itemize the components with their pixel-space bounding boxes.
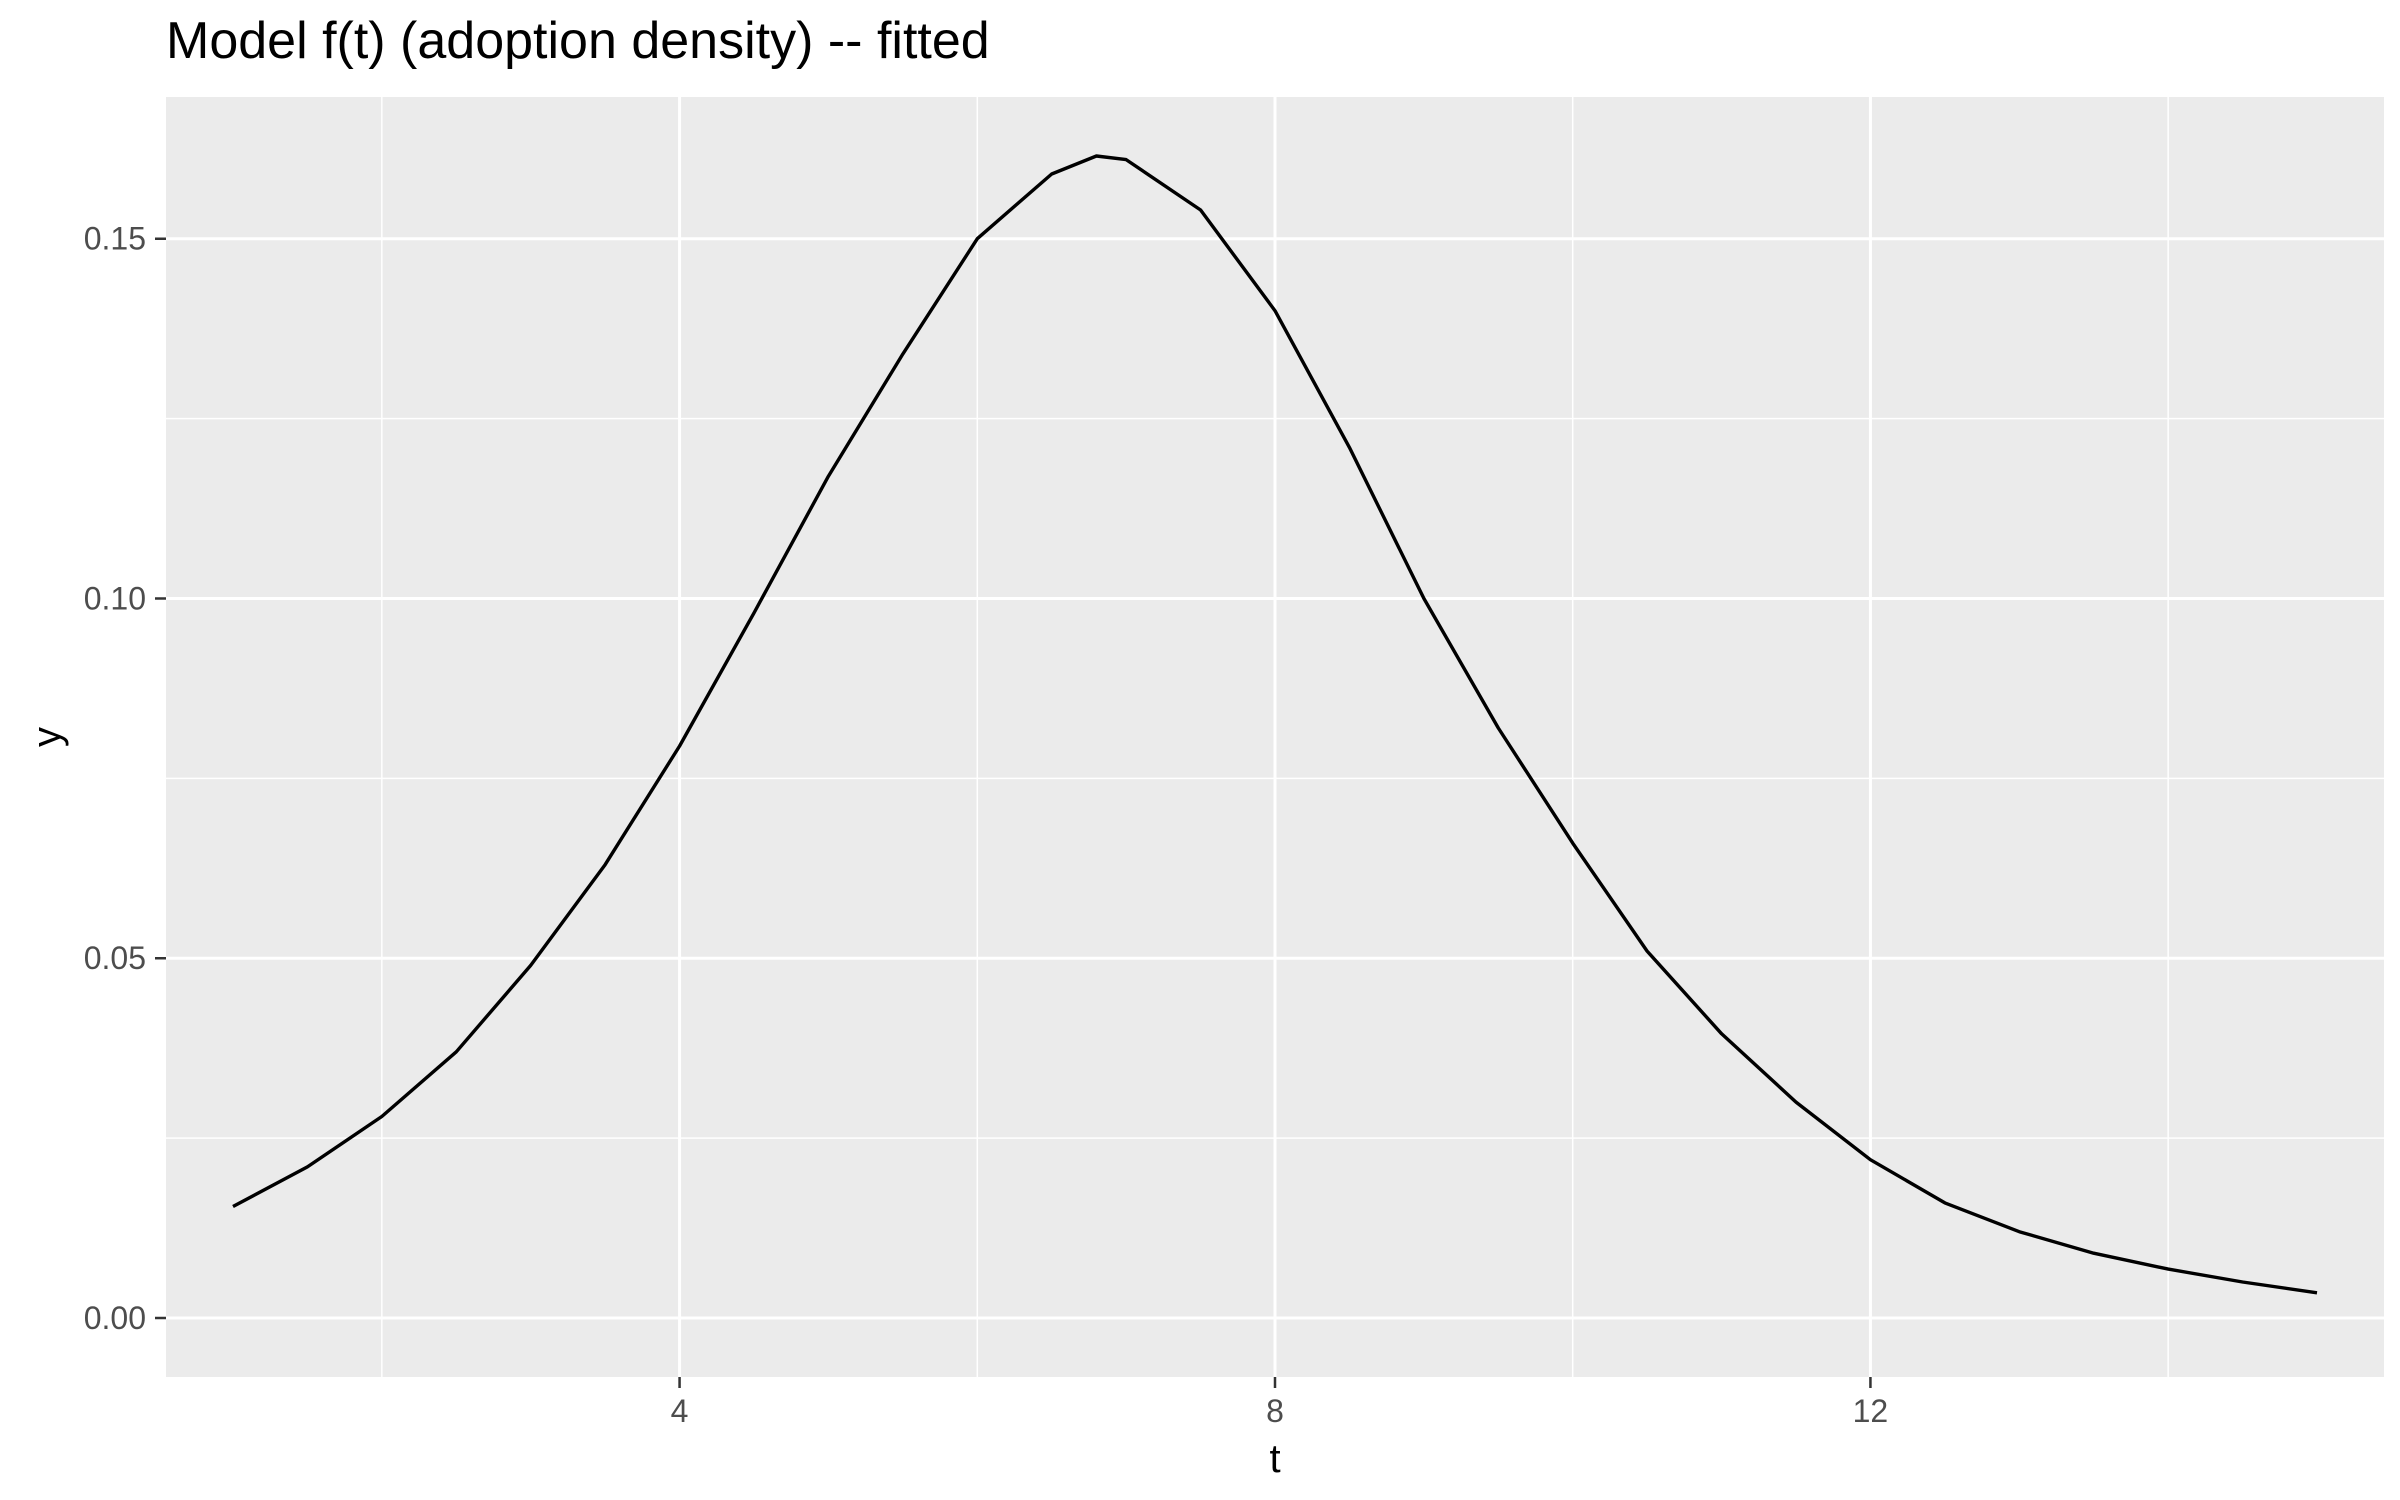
x-tick-label: 8: [1266, 1393, 1284, 1429]
y-axis-title: y: [25, 727, 69, 747]
y-tick-labels: 0.00 0.05 0.10 0.15: [84, 221, 146, 1336]
y-tick-label: 0.10: [84, 580, 146, 616]
x-axis-title: t: [1269, 1437, 1280, 1481]
y-tick-label: 0.15: [84, 221, 146, 257]
series-layer: [232, 154, 2318, 1295]
axis-ticks: [155, 237, 1872, 1388]
y-tick-label: 0.05: [84, 940, 146, 976]
x-tick-labels: 4 8 12: [671, 1393, 1889, 1429]
series-line-0: [232, 154, 2318, 1295]
x-tick-label: 12: [1853, 1393, 1889, 1429]
x-tick-label: 4: [671, 1393, 689, 1429]
y-tick-label: 0.00: [84, 1300, 146, 1336]
chart-title: Model f(t) (adoption density) -- fitted: [166, 12, 990, 70]
